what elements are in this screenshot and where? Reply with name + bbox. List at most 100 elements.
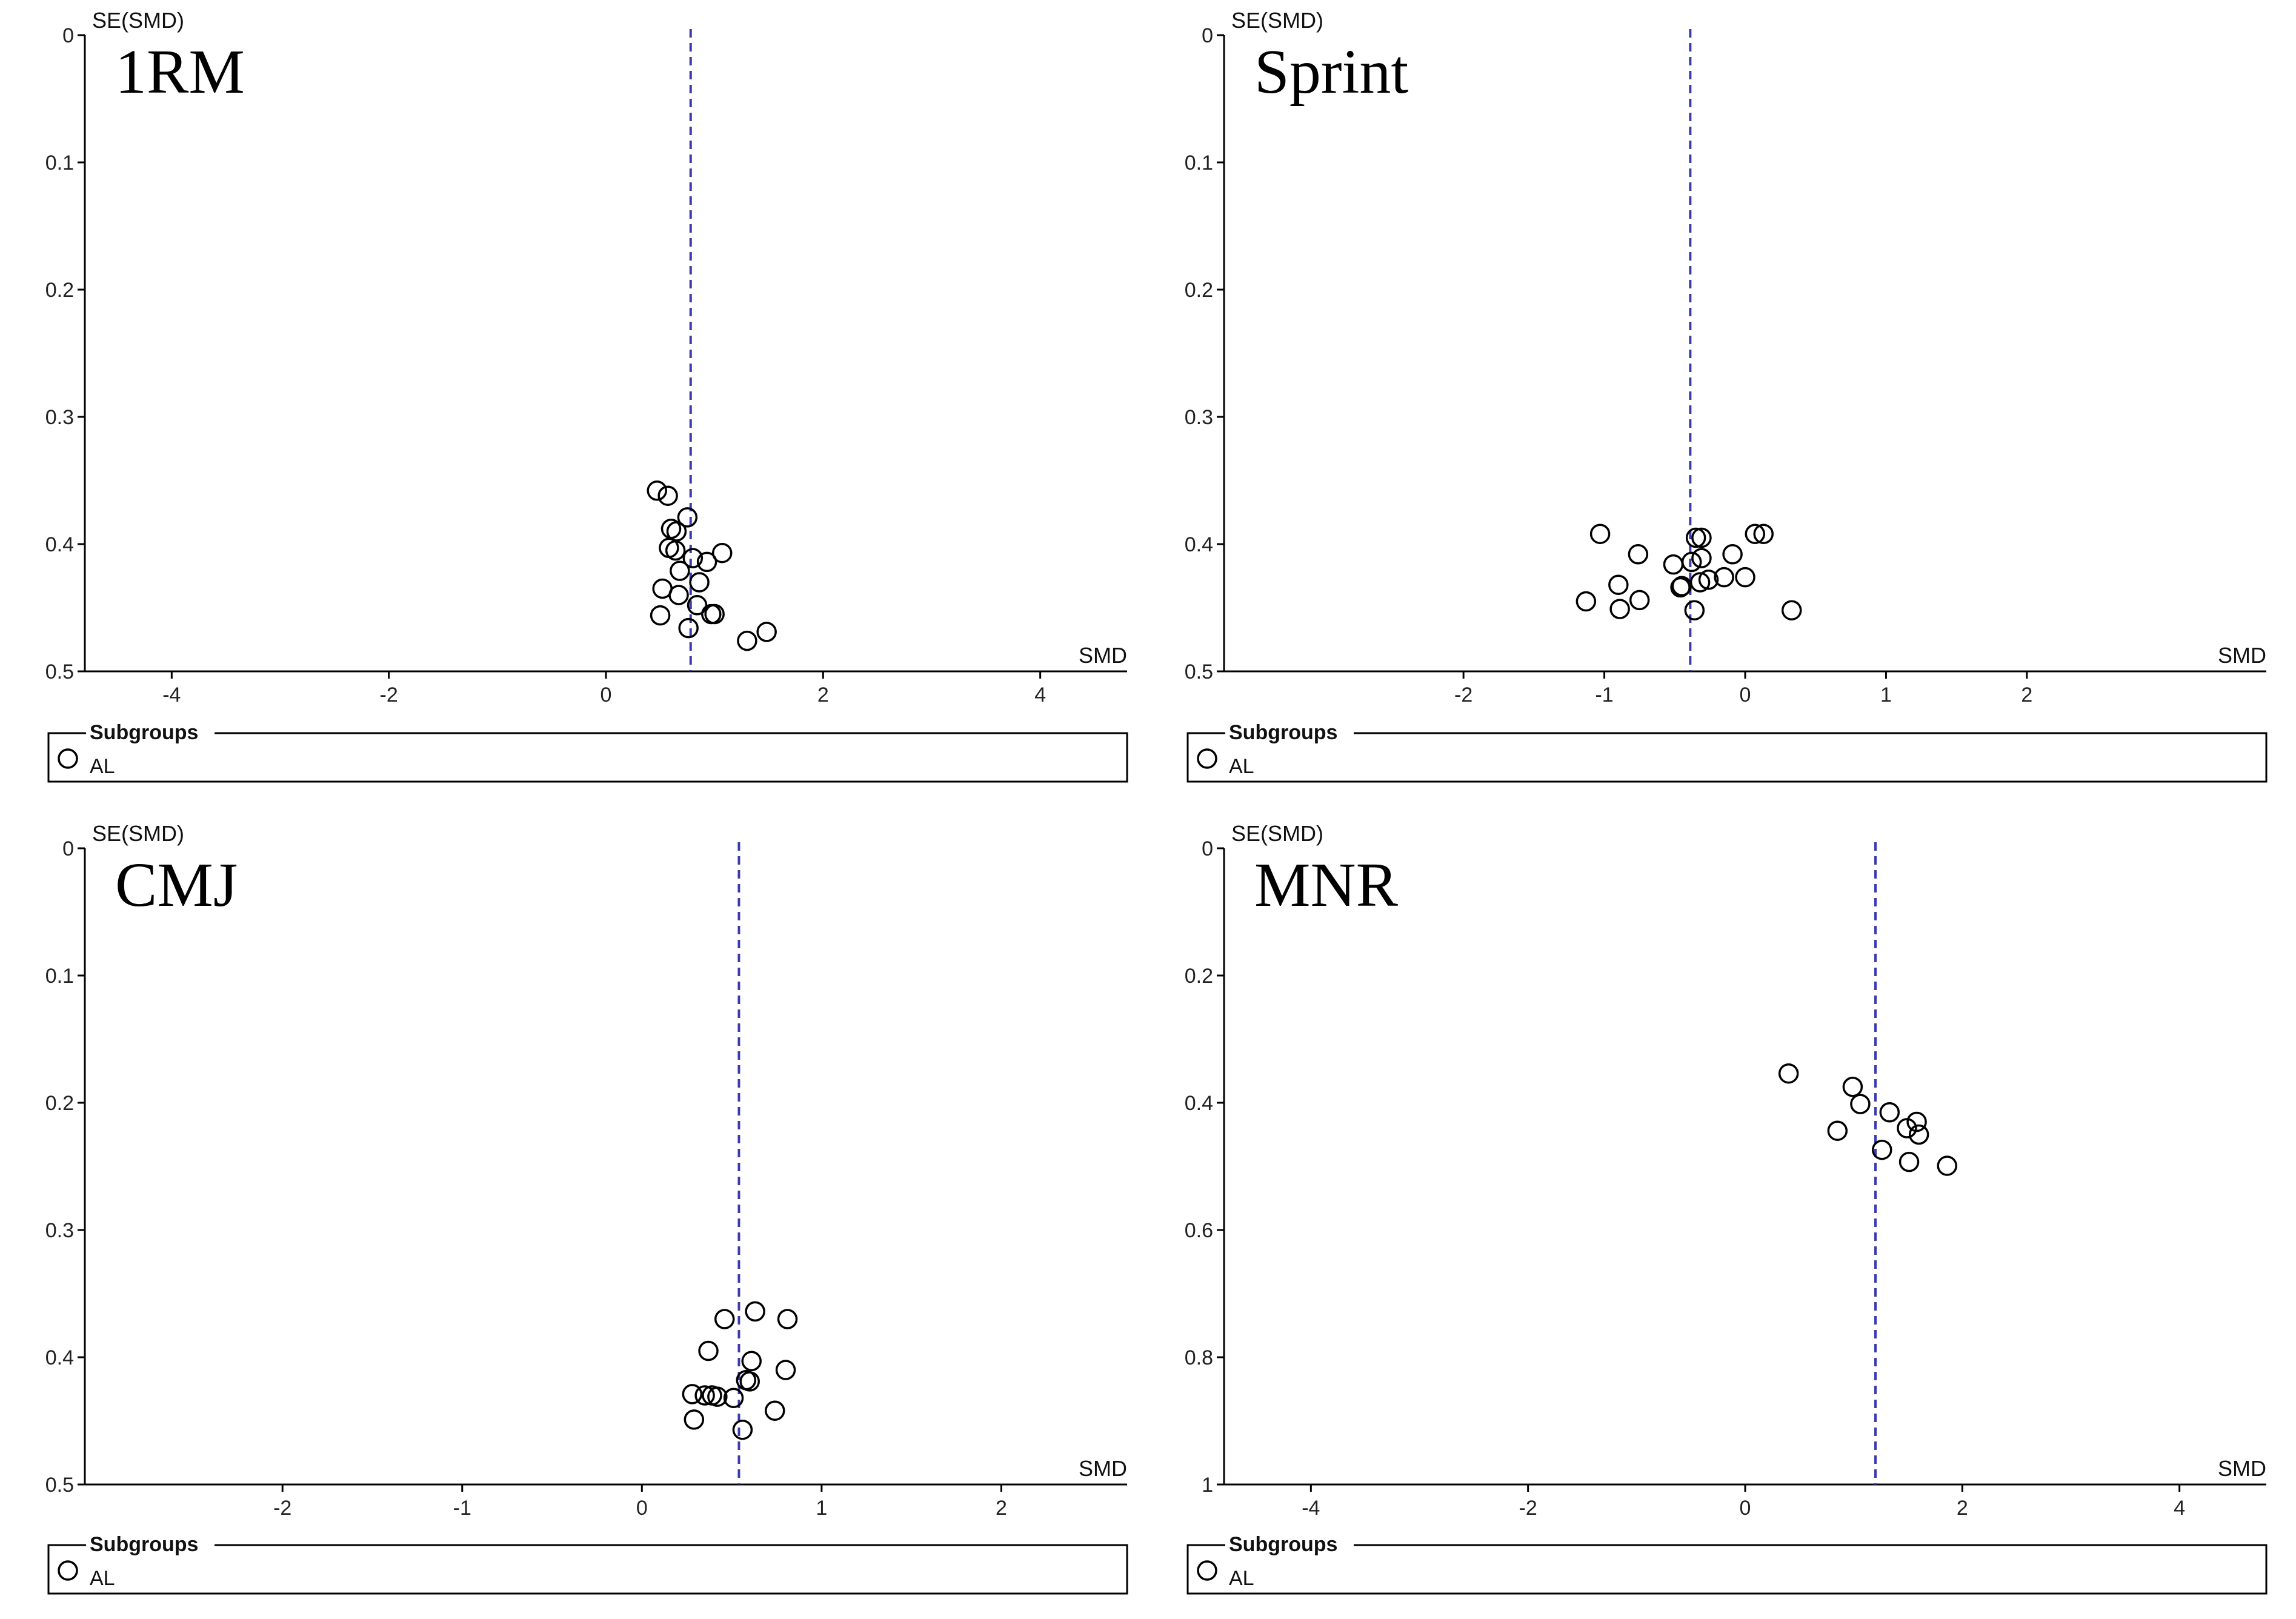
data-point [1684, 600, 1705, 620]
y-tick-label: 0.5 [45, 660, 74, 683]
x-tick-label: 0 [1740, 1497, 1751, 1520]
data-point [777, 1309, 798, 1329]
x-tick-label: 1 [1880, 683, 1892, 706]
panel-1rm: 0 0.1 0.2 0.3 0.4 0.5 -4 -2 0 2 4 SE(SMD) SMD 1RM Subg… [45, 8, 1128, 783]
y-tick-label: 0 [62, 837, 74, 860]
data-point [737, 630, 757, 651]
x-tick-label: 0 [601, 683, 612, 706]
data-point [682, 548, 704, 568]
y-tick-label: 0.3 [45, 1219, 74, 1242]
x-tick-label: 0 [636, 1497, 648, 1520]
legend: Subgroups AL [47, 721, 1128, 783]
y-tick-label: 0.1 [1185, 151, 1213, 175]
y-tick-label: 0.5 [1185, 660, 1213, 683]
data-point [1629, 590, 1650, 611]
y-axis-title: SE(SMD) [1231, 8, 1323, 33]
data-point [1608, 574, 1629, 595]
x-tick-label: -1 [453, 1497, 471, 1520]
y-tick-label: 0.8 [1185, 1346, 1213, 1369]
data-point [1937, 1155, 1957, 1176]
legend-title-bg [86, 1533, 215, 1554]
data-point [756, 622, 777, 642]
data-point [739, 1371, 760, 1392]
data-point [723, 1388, 744, 1408]
data-point [687, 595, 708, 616]
legend-box [1186, 732, 2268, 783]
y-tick-label: 0.4 [45, 1346, 74, 1369]
y-tick-label: 0.5 [45, 1474, 74, 1497]
y-tick-label: 0.2 [45, 1092, 74, 1115]
data-point [1827, 1120, 1848, 1141]
data-point [650, 605, 671, 626]
panel-title: CMJ [115, 850, 238, 920]
data-point [1691, 527, 1712, 548]
y-axis-title: SE(SMD) [1231, 821, 1323, 846]
data-point [1898, 1151, 1920, 1172]
x-tick-label: 4 [2174, 1497, 2185, 1520]
data-point [1850, 1094, 1871, 1114]
y-tick-label: 0.2 [1185, 279, 1213, 302]
legend-marker [58, 748, 78, 769]
legend: Subgroups AL [1186, 721, 2268, 783]
data-point [1714, 567, 1734, 588]
x-tick-label: -2 [1519, 1497, 1537, 1520]
panel-cmj: 0 0.1 0.2 0.3 0.4 0.5 -2 -1 0 1 2 SE(SMD) SMD CMJ Subg… [45, 821, 1128, 1595]
x-tick-label: -4 [162, 683, 181, 706]
data-point [1576, 591, 1597, 612]
legend: Subgroups AL [1186, 1533, 2268, 1595]
y-axis-title: SE(SMD) [92, 8, 184, 33]
legend-marker [1197, 1560, 1217, 1581]
data-point [1663, 554, 1684, 575]
y-tick-label: 0.1 [45, 151, 74, 175]
legend-marker [58, 1560, 78, 1581]
panel-title: MNR [1254, 850, 1399, 920]
x-axis-title: SMD [2218, 643, 2266, 668]
data-point [1681, 551, 1702, 573]
x-tick-label: 2 [2021, 683, 2032, 706]
x-tick-label: -1 [1595, 683, 1613, 706]
data-point [670, 560, 690, 581]
data-point [714, 1309, 735, 1329]
data-point [1897, 1118, 1917, 1139]
panel-title: 1RM [115, 37, 245, 107]
data-point [1745, 524, 1766, 544]
legend-title: Subgroups [1229, 721, 1337, 744]
x-axis-title: SMD [2218, 1456, 2266, 1481]
y-axis-title: SE(SMD) [92, 821, 184, 846]
data-point [775, 1360, 796, 1380]
y-tick-label: 0.2 [1185, 965, 1213, 988]
data-point [1671, 576, 1692, 597]
legend-entry: AL [90, 1567, 115, 1590]
data-point [707, 1386, 728, 1407]
y-tick-label: 0.4 [1185, 533, 1213, 556]
x-axis-title: SMD [1079, 1456, 1127, 1481]
data-point [1781, 600, 1802, 620]
data-point [1872, 1139, 1892, 1160]
legend-title-bg [1225, 721, 1354, 742]
legend-title-bg [86, 721, 215, 742]
data-point [1908, 1124, 1929, 1145]
panel-sprint: 0 0.1 0.2 0.3 0.4 0.5 -2 -1 0 1 2 SE(SMD) SMD Sprint S… [1185, 8, 2268, 783]
y-tick-label: 0.1 [45, 965, 74, 988]
data-point [677, 507, 698, 528]
legend-box [1186, 1544, 2268, 1595]
data-point [1842, 1077, 1863, 1097]
y-tick-label: 0.4 [1185, 1092, 1213, 1115]
data-point [1691, 548, 1712, 568]
data-point [657, 485, 678, 506]
data-point [696, 551, 717, 573]
y-tick-label: 0.6 [1185, 1219, 1213, 1242]
data-point [694, 1385, 715, 1406]
y-tick-label: 0.3 [45, 406, 74, 429]
data-point [765, 1400, 785, 1421]
panel-title: Sprint [1254, 37, 1408, 107]
data-point [698, 1340, 719, 1361]
x-tick-label: -2 [380, 683, 398, 706]
data-point [678, 617, 699, 639]
y-tick-label: 0 [1202, 837, 1213, 860]
data-point [1670, 577, 1691, 598]
data-point [732, 1419, 753, 1440]
data-point [665, 540, 686, 561]
data-point [1735, 567, 1755, 588]
